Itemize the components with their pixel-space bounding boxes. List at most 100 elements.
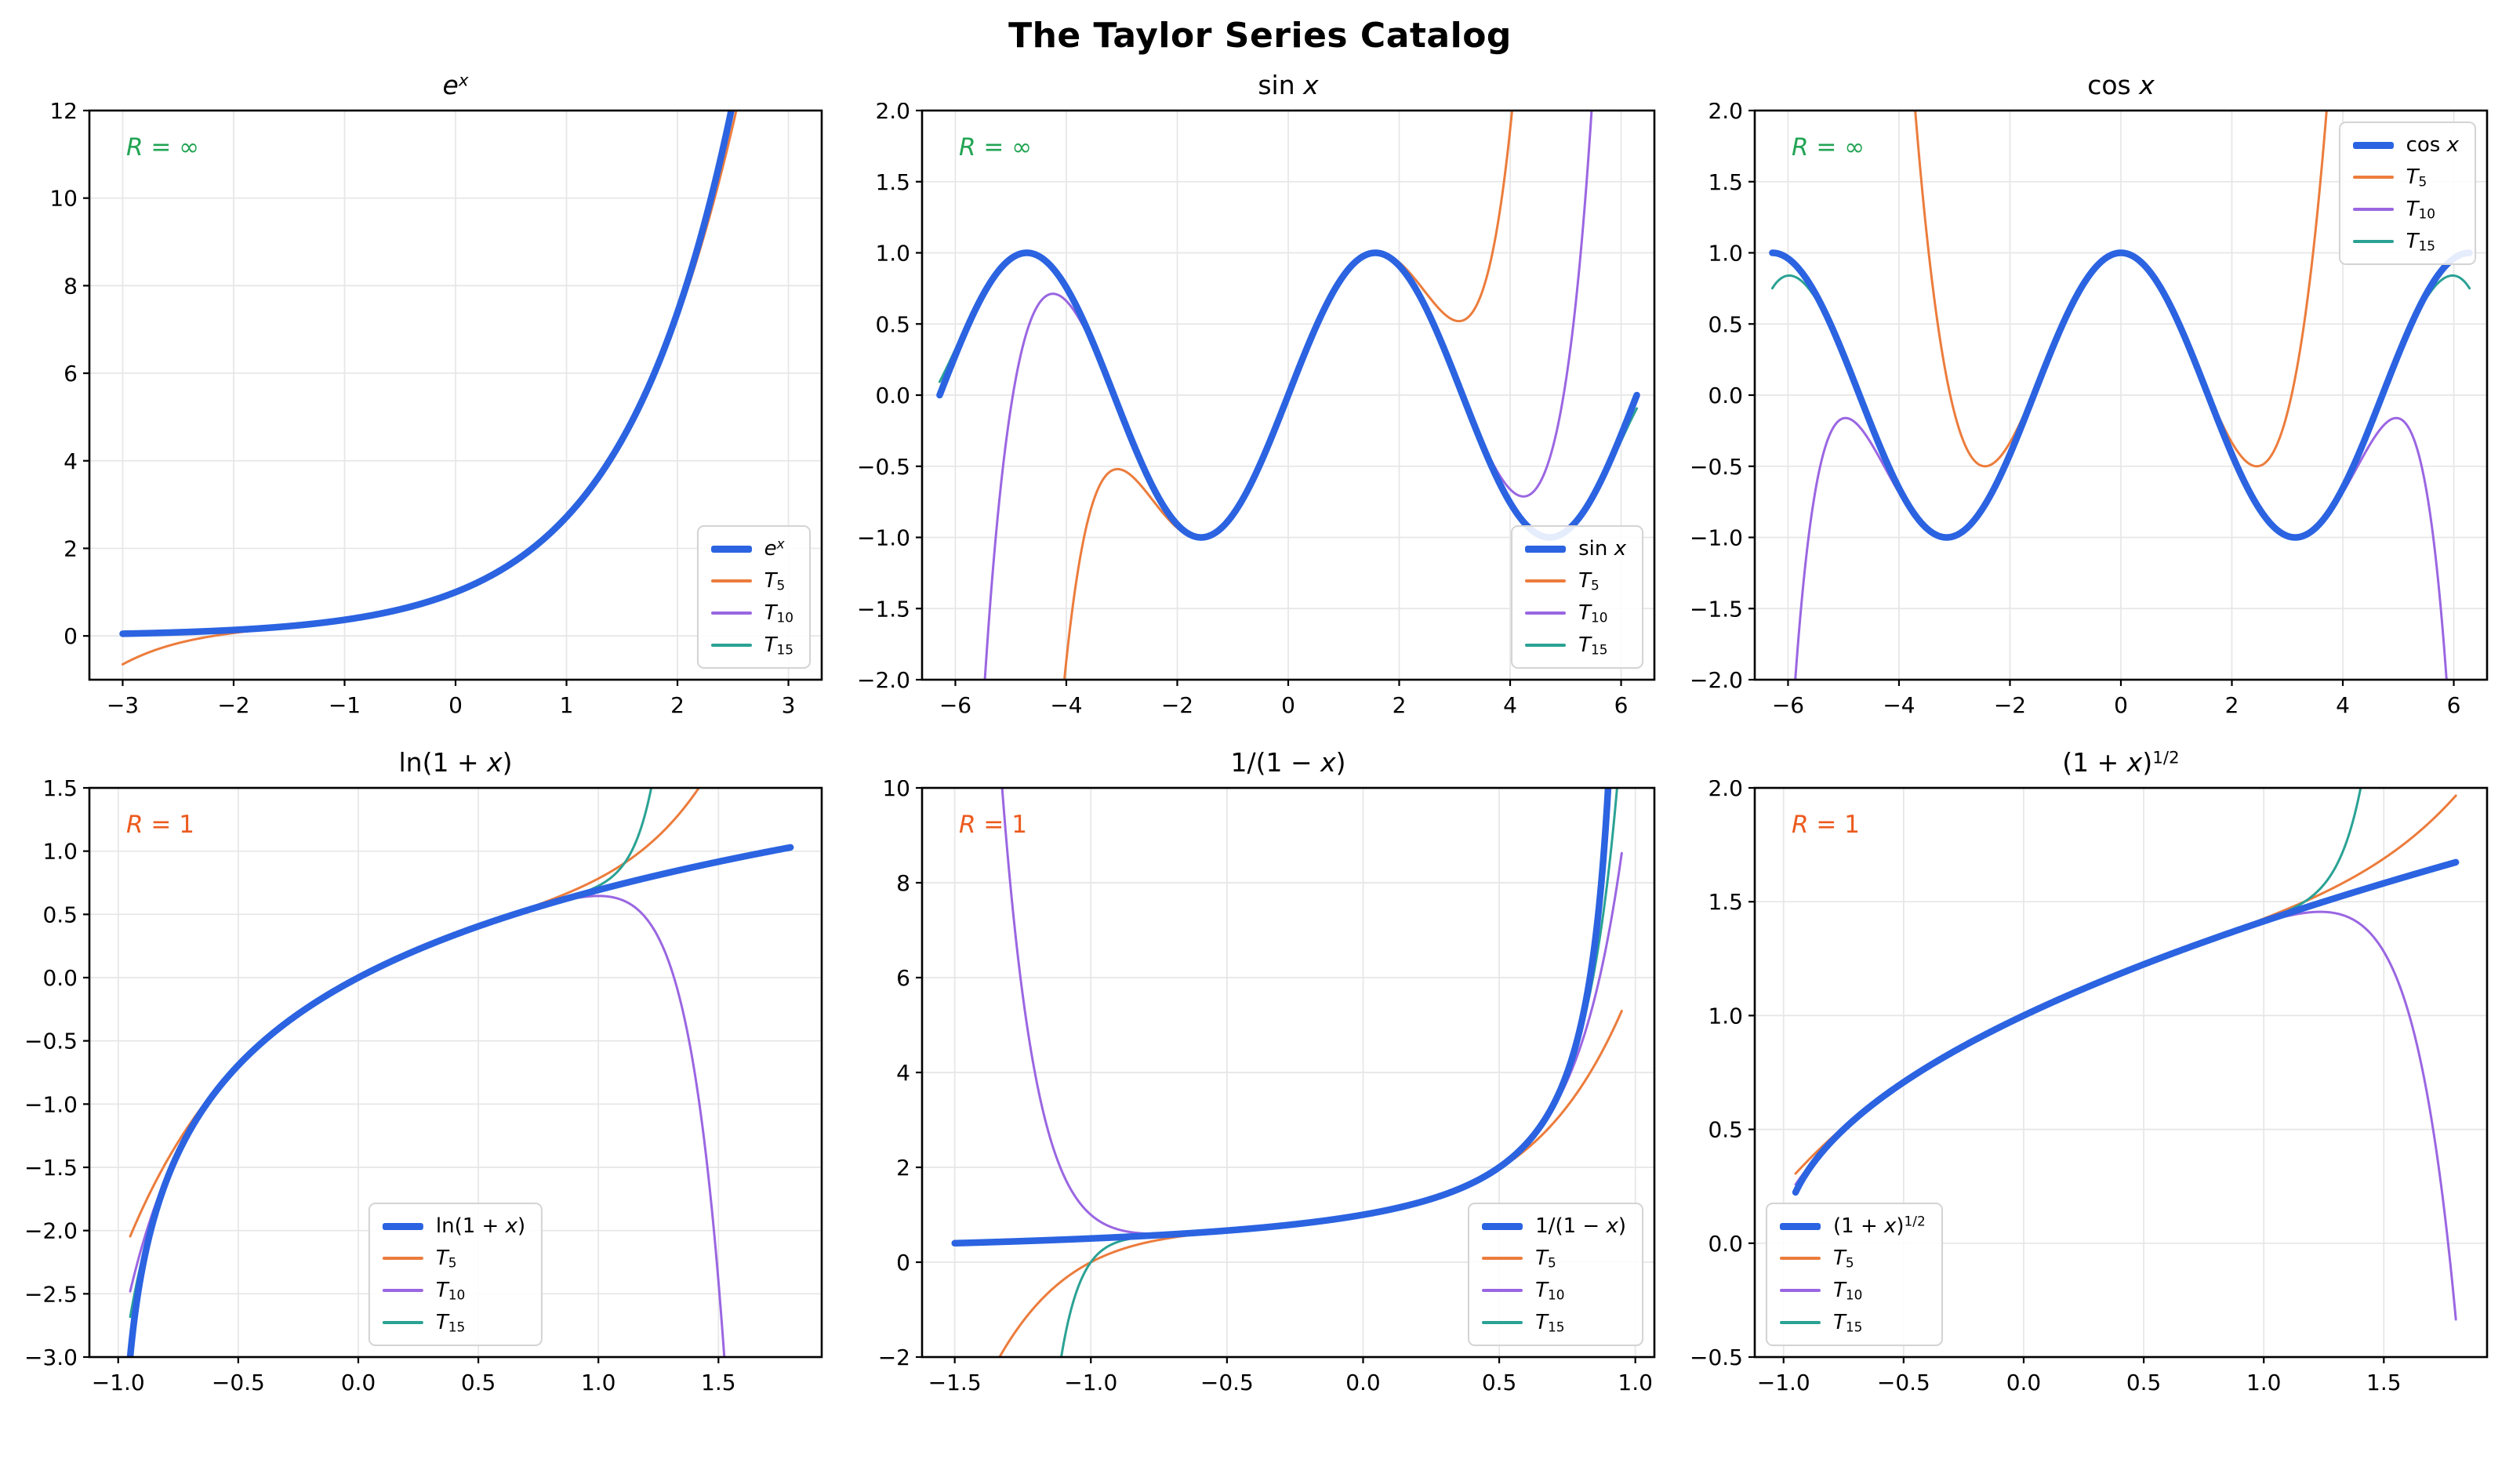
legend-entry: T5 [1525, 568, 1626, 593]
figure-title: The Taylor Series Catalog [1008, 16, 1512, 56]
legend-label: T15 [2406, 230, 2435, 254]
y-tick-label: 0.0 [1708, 1231, 1743, 1257]
legend-label: T15 [1535, 1311, 1565, 1335]
axes-spines [1753, 786, 2489, 1359]
x-tick-label: −1.5 [928, 1370, 982, 1395]
radius-annotation: R = 1 [959, 811, 1027, 839]
curve-cos [1769, 249, 2473, 541]
x-tick-label: −1.0 [1757, 1370, 1810, 1395]
x-tick-label: 0 [1281, 692, 1295, 718]
legend-entry: ln(1 + x) [382, 1214, 525, 1239]
axis-ticks: −1.0 −0.5 0.0 0.5 1.0 1.5 −3.0 −2.5 −2.0 −1.5 −1.0… [24, 780, 736, 1395]
y-tick-label: 6 [896, 965, 910, 991]
legend-line-sample [1525, 579, 1567, 582]
x-tick-label: 6 [2447, 692, 2461, 718]
y-tick-label: −1.5 [1690, 596, 1743, 622]
y-tick-label: 1.5 [42, 780, 78, 801]
radius-annotation: R = 1 [1792, 811, 1860, 839]
curves [1769, 111, 2473, 680]
y-tick-label: 2.0 [1708, 103, 1743, 124]
x-tick-label: −1.0 [92, 1370, 145, 1395]
y-tick-label: 1.5 [875, 169, 910, 195]
legend-entry: T15 [1482, 1310, 1626, 1335]
y-tick-label: −0.5 [857, 454, 910, 480]
legend-line-sample [2352, 141, 2394, 149]
curves [936, 111, 1640, 680]
y-tick-label: 1.0 [42, 839, 78, 865]
legend-line-sample [382, 1257, 423, 1260]
y-tick-label: 1.5 [1708, 889, 1743, 915]
x-tick-label: 2 [2225, 692, 2239, 718]
x-tick-label: 0.5 [1482, 1370, 1517, 1395]
legend-label: 1/(1 − x) [1535, 1214, 1626, 1238]
legend-entry: ex [710, 536, 793, 561]
legend-entry: 1/(1 − x) [1482, 1214, 1626, 1239]
curves [126, 788, 794, 1357]
legend-label: (1 + x)1/2 [1833, 1213, 1926, 1238]
subplot-grid: ex −3 −2 −1 0 1 2 3 0 2 4 6 8 10 12 R = ∞ ex T5 T10 T15 sin … [0, 65, 2520, 1407]
legend-line-sample [710, 644, 752, 647]
curve-taylor-15 [1794, 788, 2362, 1190]
legend-line-sample [1780, 1321, 1821, 1324]
legend-line-sample [1525, 644, 1567, 647]
axis-ticks: −6 −4 −2 0 2 4 6 −2.0 −1.5 −1.0 −0.5 0.0 0.5 1.0 1.5 2.… [1690, 103, 2460, 718]
legend-line-sample [2352, 176, 2394, 179]
x-tick-label: −1.0 [1064, 1370, 1117, 1395]
curve-geom [951, 788, 1612, 1247]
curve-exp [119, 111, 735, 637]
legend-line-sample [1780, 1257, 1821, 1260]
x-tick-label: −6 [939, 692, 971, 718]
legend-line-sample [1482, 1289, 1523, 1292]
y-tick-label: −1.0 [24, 1091, 78, 1117]
x-tick-label: −4 [1050, 692, 1082, 718]
y-tick-label: −2 [878, 1345, 910, 1370]
legend-line-sample [2352, 240, 2394, 243]
x-tick-label: −2 [1994, 692, 2026, 718]
y-tick-label: −1.5 [857, 596, 910, 622]
legend-label: T15 [1578, 633, 1608, 658]
x-tick-label: 0.5 [461, 1370, 496, 1395]
legend-entry: T5 [382, 1246, 525, 1271]
y-tick-label: 2 [896, 1155, 910, 1181]
legend-line-sample [1525, 611, 1567, 615]
legend-label: T5 [1833, 1247, 1854, 1271]
legend-line-sample [382, 1321, 423, 1324]
y-tick-label: 0 [64, 623, 78, 649]
subplot-geom: 1/(1 − x) −1.5 −1.0 −0.5 0.0 0.5 1.0 −2 0 2 4 6 8 10 R… [850, 742, 1667, 1407]
subplot-sin: sin x −6 −4 −2 0 2 4 6 −2.0 −1.5 −1.0 −0.5 0.0 0.5 1.0… [850, 65, 1667, 730]
subplot-title: cos x [2087, 70, 2155, 100]
axis-ticks: −6 −4 −2 0 2 4 6 −2.0 −1.5 −1.0 −0.5 0.0 0.5 1.0 1.5 2.… [857, 103, 1628, 718]
legend-entry: T15 [382, 1310, 525, 1335]
x-tick-label: 4 [2336, 692, 2350, 718]
x-tick-label: 6 [1614, 692, 1629, 718]
x-tick-label: −1 [329, 692, 361, 718]
x-tick-label: −2 [217, 692, 249, 718]
legend-label: T15 [1833, 1311, 1863, 1335]
legend-entry: T15 [710, 633, 793, 658]
curve-sqrt1p [1792, 858, 2460, 1196]
y-tick-label: 0 [896, 1250, 910, 1276]
subplot-sqrt1p: (1 + x)1/2 −1.0 −0.5 0.0 0.5 1.0 1.5 −0.5 0.0 0.5… [1683, 742, 2500, 1407]
legend-label: T10 [1833, 1279, 1863, 1303]
subplot-title: 1/(1 − x) [1230, 747, 1346, 778]
curves [119, 111, 738, 666]
radius-annotation: R = ∞ [126, 133, 200, 161]
subplot-title: ex [442, 70, 469, 100]
y-tick-label: 10 [49, 186, 78, 212]
legend-entry: (1 + x)1/2 [1780, 1214, 1926, 1239]
legend-label: T10 [1535, 1279, 1565, 1303]
x-tick-label: 2 [670, 692, 684, 718]
y-tick-label: 8 [64, 273, 78, 299]
y-tick-label: 1.0 [1708, 241, 1743, 267]
y-tick-label: 1.0 [875, 241, 910, 267]
y-tick-label: 0.0 [875, 383, 910, 408]
legend-entry: T10 [710, 601, 793, 626]
legend-entry: T10 [2352, 197, 2459, 222]
legend-label: T5 [764, 569, 786, 593]
legend-line-sample [382, 1289, 423, 1292]
x-tick-label: 0 [2114, 692, 2128, 718]
legend-label: T10 [1578, 601, 1608, 626]
legend-entry: T15 [1525, 633, 1626, 658]
legend-entry: T5 [1482, 1246, 1626, 1271]
x-tick-label: −4 [1883, 692, 1915, 718]
